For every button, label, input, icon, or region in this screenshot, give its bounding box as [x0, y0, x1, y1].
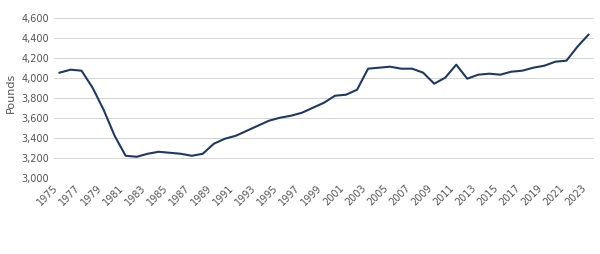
- Y-axis label: Pounds: Pounds: [6, 73, 16, 113]
